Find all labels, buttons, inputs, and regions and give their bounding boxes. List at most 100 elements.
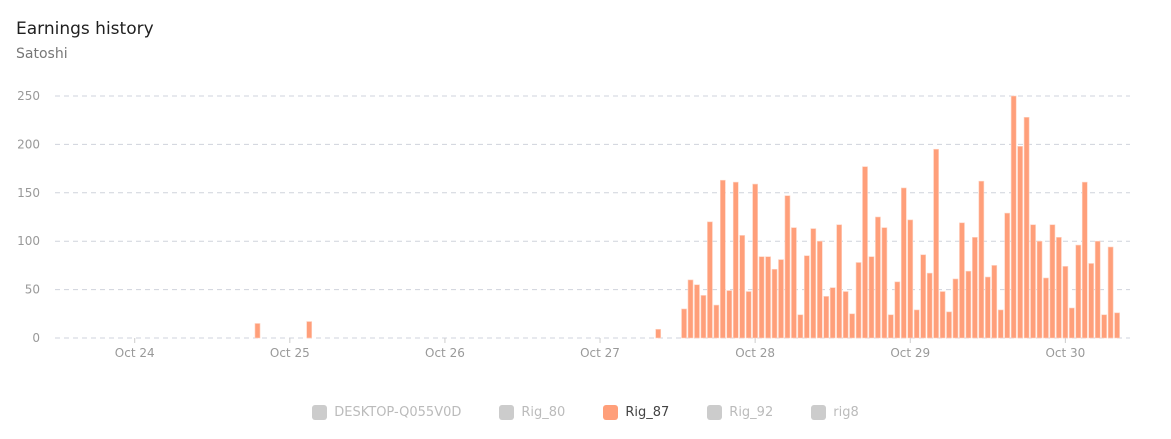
bar <box>655 328 662 339</box>
bar <box>306 321 313 339</box>
legend-item-rig80[interactable]: Rig_80 <box>499 405 565 420</box>
bar <box>745 291 752 339</box>
bar <box>797 314 804 339</box>
bar <box>946 311 952 339</box>
bar <box>1114 312 1120 339</box>
bar <box>1075 244 1082 339</box>
bar <box>1081 181 1088 339</box>
y-tick-label: 150 <box>17 186 40 200</box>
bar <box>726 290 733 339</box>
bar <box>713 304 720 339</box>
bar <box>952 278 959 339</box>
bar <box>732 181 739 339</box>
legend-swatch <box>707 405 723 420</box>
bar <box>894 281 901 339</box>
bar <box>765 256 771 339</box>
x-tick-label: Oct 30 <box>1045 346 1085 360</box>
bar <box>687 279 694 339</box>
legend-item-rig8[interactable]: rig8 <box>811 405 859 420</box>
bar <box>1030 224 1036 339</box>
y-tick-label: 100 <box>17 234 40 248</box>
bar <box>1043 277 1049 339</box>
x-tick-label: Oct 24 <box>115 346 155 360</box>
legend-label: rig8 <box>833 405 859 420</box>
legend-swatch <box>603 405 619 420</box>
bar <box>791 227 797 339</box>
bar <box>816 240 823 339</box>
bar <box>849 313 855 339</box>
bar <box>933 148 939 339</box>
bar <box>804 255 810 339</box>
legend-label: Rig_80 <box>521 405 566 420</box>
bar <box>1107 246 1114 339</box>
bar <box>1062 266 1069 339</box>
x-tick-label: Oct 28 <box>735 346 775 360</box>
legend: DESKTOP-Q055V0D Rig_80 Rig_87 Rig_92 rig… <box>0 405 1171 420</box>
bar <box>855 262 862 339</box>
x-tick-label: Oct 25 <box>270 346 310 360</box>
bar <box>984 276 991 339</box>
bar <box>1010 95 1017 339</box>
bar <box>720 179 726 339</box>
bar <box>1088 263 1095 339</box>
bar <box>700 295 707 339</box>
bar <box>836 224 842 339</box>
bar <box>842 291 849 339</box>
x-tick-label: Oct 26 <box>425 346 465 360</box>
bar <box>1017 146 1023 339</box>
bar <box>913 309 920 339</box>
bar <box>939 291 946 339</box>
x-tick-label: Oct 29 <box>890 346 930 360</box>
bar <box>752 183 758 339</box>
y-tick-label: 250 <box>17 89 40 103</box>
bar <box>997 309 1004 339</box>
bar <box>1023 116 1030 339</box>
bar <box>1056 237 1062 339</box>
legend-swatch <box>811 405 827 420</box>
legend-label: DESKTOP-Q055V0D <box>334 405 462 420</box>
bar <box>758 256 765 339</box>
bar <box>881 227 888 339</box>
bar <box>888 314 894 339</box>
bar <box>771 268 778 339</box>
bar <box>707 221 713 339</box>
bar <box>829 287 836 339</box>
bar <box>972 237 978 339</box>
y-tick-label: 50 <box>25 283 40 297</box>
y-tick-label: 200 <box>17 137 40 151</box>
legend-item-desktop[interactable]: DESKTOP-Q055V0D <box>312 405 461 420</box>
x-tick-label: Oct 27 <box>580 346 620 360</box>
legend-swatch <box>499 405 515 420</box>
legend-item-rig87[interactable]: Rig_87 <box>603 405 669 420</box>
bar <box>965 270 972 339</box>
bar <box>1101 314 1107 339</box>
bar <box>926 272 933 339</box>
bar <box>875 216 881 339</box>
chart-title: Earnings history <box>16 19 154 39</box>
bar <box>254 323 261 339</box>
bar <box>1036 240 1043 339</box>
bar <box>900 187 907 339</box>
bar <box>823 296 830 339</box>
bar <box>1069 307 1075 339</box>
legend-label: Rig_92 <box>729 405 774 420</box>
bar <box>1094 240 1101 339</box>
bar <box>784 195 791 339</box>
chart-subtitle: Satoshi <box>16 46 68 62</box>
bar <box>1049 224 1056 339</box>
bar <box>868 256 875 339</box>
bar <box>694 284 700 339</box>
earnings-bar-chart: 0 50 100 150 200 250 Oct 24 Oct 25 Oct 26 Oct 27 O… <box>17 89 1130 360</box>
bar <box>959 222 965 339</box>
bar <box>778 259 784 339</box>
legend-item-rig92[interactable]: Rig_92 <box>707 405 773 420</box>
bar <box>978 180 985 339</box>
bar <box>1004 212 1011 339</box>
bar <box>991 265 998 339</box>
bar <box>907 219 914 339</box>
bar <box>681 308 687 339</box>
legend-swatch <box>312 405 328 420</box>
bar <box>739 235 746 339</box>
legend-label: Rig_87 <box>625 405 670 420</box>
bar <box>920 254 927 339</box>
